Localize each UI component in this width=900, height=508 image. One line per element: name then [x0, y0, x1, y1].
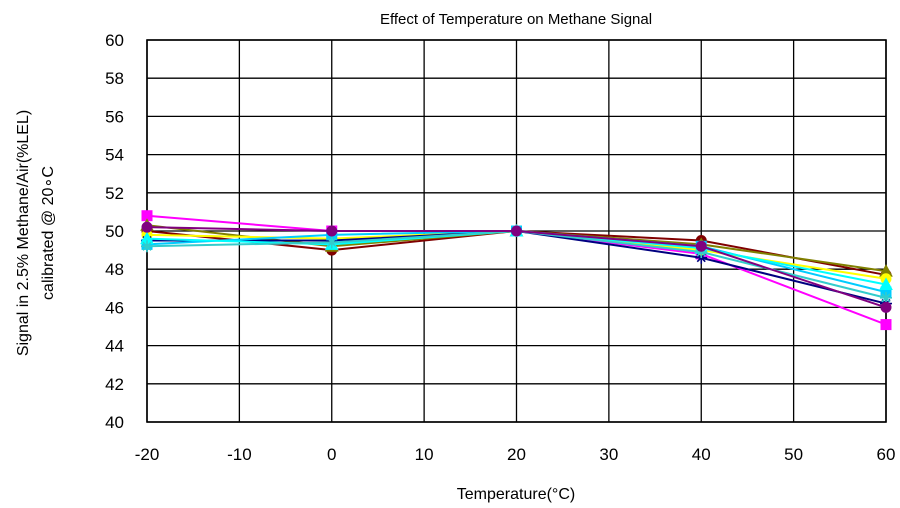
- series-group: [140, 210, 893, 331]
- data-point: [511, 225, 522, 237]
- data-point: [325, 236, 338, 249]
- y-tick-label: 44: [105, 337, 124, 356]
- y-tick-label: 46: [105, 298, 124, 317]
- tick-labels: 40 42 44 46 48 50 52 54 56 58 60 -20 -10 0 10 20 30 40 50 6…: [105, 31, 895, 464]
- series-9: [141, 221, 892, 313]
- data-point: [880, 319, 892, 331]
- data-point: [879, 277, 893, 290]
- y-axis-label-line1: Signal in 2.5% Methane/Air(%LEL): [15, 110, 32, 356]
- x-tick-label: 20: [507, 445, 526, 464]
- x-tick-label: -20: [135, 445, 160, 464]
- x-tick-label: 60: [877, 445, 896, 464]
- data-point: [141, 221, 153, 233]
- y-tick-label: 40: [105, 413, 124, 432]
- y-tick-label: 60: [105, 31, 124, 50]
- y-tick-label: 52: [105, 184, 124, 203]
- data-point: [326, 225, 338, 237]
- data-point: [880, 291, 892, 304]
- x-axis-label: Temperature(°C): [457, 486, 575, 503]
- data-point: [695, 240, 707, 252]
- y-tick-label: 50: [105, 222, 124, 241]
- x-tick-label: 30: [599, 445, 618, 464]
- chart-title: Effect of Temperature on Methane Signal: [380, 11, 652, 28]
- data-point: [695, 246, 708, 259]
- x-tick-label: 50: [784, 445, 803, 464]
- x-tick-label: 10: [415, 445, 434, 464]
- x-tick-label: -10: [227, 445, 252, 464]
- y-tick-label: 48: [105, 260, 124, 279]
- x-tick-label: 0: [327, 445, 336, 464]
- x-tick-label: 40: [692, 445, 711, 464]
- data-point: [141, 240, 153, 253]
- y-tick-label: 42: [105, 375, 124, 394]
- y-axis-label-line2: calibrated @ 20∘C: [40, 166, 57, 300]
- y-tick-label: 58: [105, 69, 124, 88]
- y-tick-label: 54: [105, 146, 124, 165]
- data-point: [880, 301, 892, 313]
- y-tick-label: 56: [105, 107, 124, 126]
